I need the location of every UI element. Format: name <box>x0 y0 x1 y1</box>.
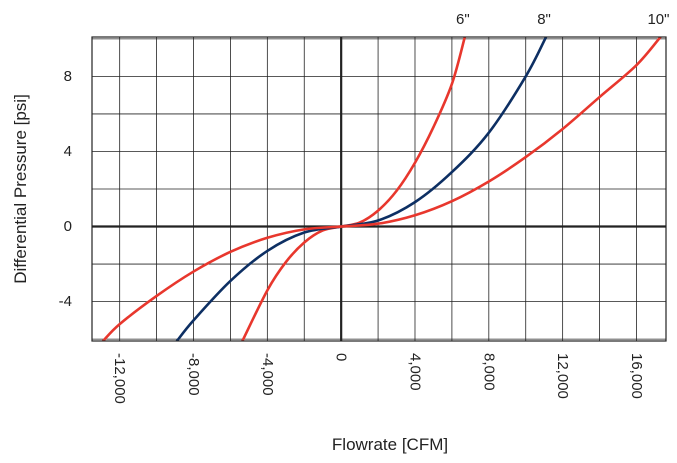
series-label-2: 8" <box>537 11 551 28</box>
x-tick-labels: -12,000 -8,000 -4,000 0 4,000 8,000 12,000 16,0… <box>111 353 645 404</box>
x-tick-label: 16,000 <box>628 353 645 399</box>
y-tick-label: 4 <box>64 143 72 160</box>
x-tick-label: -8,000 <box>185 353 202 396</box>
x-tick-label: 12,000 <box>554 353 571 399</box>
series-label-3: 10" <box>647 11 669 28</box>
series-line-3 <box>101 37 662 341</box>
series-label-1: 6" <box>456 11 470 28</box>
y-tick-label: 0 <box>64 218 72 235</box>
y-tick-label: 8 <box>64 68 72 85</box>
x-axis-title: Flowrate [CFM] <box>332 435 448 454</box>
x-tick-label: 0 <box>333 353 350 361</box>
x-tick-label: -4,000 <box>259 353 276 396</box>
series-line-2 <box>175 37 548 341</box>
grid <box>92 37 666 341</box>
series-layer <box>101 37 662 341</box>
x-tick-label: 4,000 <box>406 353 423 391</box>
series-line-1 <box>241 37 467 341</box>
plot-frame <box>91 36 667 342</box>
y-tick-labels: 8 4 0 -4 <box>59 68 72 310</box>
series-labels: 6" 8" 10" <box>456 11 669 28</box>
y-axis-title: Differential Pressure [psi] <box>11 94 30 284</box>
x-tick-label: 8,000 <box>480 353 497 391</box>
x-tick-label: -12,000 <box>111 353 128 404</box>
y-tick-label: -4 <box>59 293 72 310</box>
